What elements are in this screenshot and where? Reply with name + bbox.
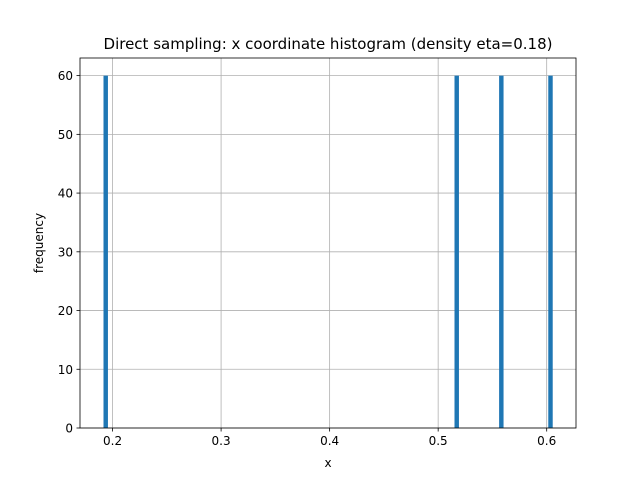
x-tick-label: 0.5 — [429, 434, 448, 448]
x-tick-label: 0.3 — [212, 434, 231, 448]
histogram-bar — [454, 75, 459, 428]
y-tick-label: 10 — [58, 363, 73, 377]
y-axis-ticks: 0 10 20 30 40 50 60 — [58, 69, 80, 436]
histogram-bar — [548, 75, 553, 428]
x-tick-label: 0.2 — [103, 434, 122, 448]
histogram-bar — [499, 75, 504, 428]
y-tick-label: 60 — [58, 69, 73, 83]
histogram-bars — [103, 75, 553, 428]
x-tick-label: 0.6 — [537, 434, 556, 448]
y-axis-label: frequency — [32, 213, 46, 273]
y-tick-label: 40 — [58, 187, 73, 201]
x-axis-label: x — [324, 456, 331, 470]
x-axis-ticks: 0.2 0.3 0.4 0.5 0.6 — [103, 428, 556, 448]
y-tick-label: 20 — [58, 304, 73, 318]
y-tick-label: 0 — [65, 422, 73, 436]
x-tick-label: 0.4 — [320, 434, 339, 448]
histogram-bar — [103, 75, 108, 428]
y-tick-label: 30 — [58, 245, 73, 259]
y-tick-label: 50 — [58, 128, 73, 142]
plot-frame — [79, 57, 577, 429]
chart-title: Direct sampling: x coordinate histogram … — [104, 35, 553, 53]
